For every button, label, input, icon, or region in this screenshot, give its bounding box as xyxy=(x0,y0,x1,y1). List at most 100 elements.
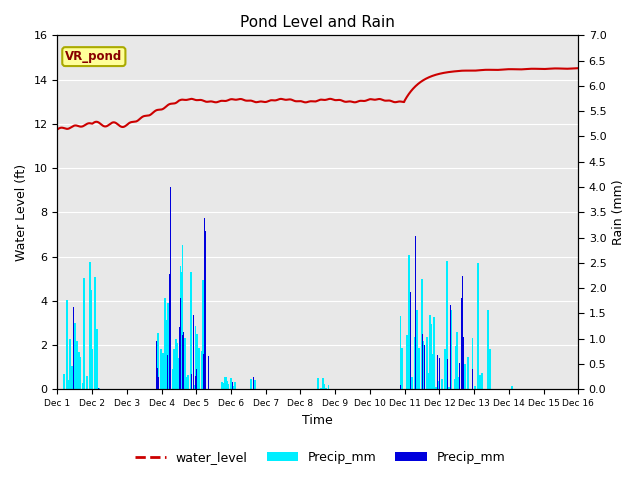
Bar xyxy=(177,343,178,389)
Bar xyxy=(487,310,489,389)
Bar xyxy=(419,348,420,389)
Y-axis label: Rain (mm): Rain (mm) xyxy=(612,180,625,245)
Bar xyxy=(63,374,65,389)
Bar xyxy=(70,388,72,389)
Bar xyxy=(170,197,172,389)
Bar xyxy=(163,353,164,389)
Bar xyxy=(68,380,70,389)
Bar xyxy=(429,354,431,389)
Bar xyxy=(424,359,426,389)
Bar xyxy=(95,383,97,389)
Bar xyxy=(221,382,223,389)
Bar xyxy=(94,276,96,389)
Bar xyxy=(164,299,166,389)
Bar xyxy=(177,368,179,389)
Bar xyxy=(73,340,74,389)
Bar xyxy=(157,334,159,389)
Bar xyxy=(446,377,448,389)
Bar xyxy=(461,355,463,389)
Bar xyxy=(447,261,448,389)
Bar xyxy=(450,376,451,389)
Bar xyxy=(76,375,77,389)
Bar xyxy=(77,360,79,389)
Bar xyxy=(410,342,412,389)
Bar xyxy=(320,388,322,389)
Bar xyxy=(399,316,401,389)
Bar xyxy=(423,387,425,389)
Bar xyxy=(156,358,158,389)
Bar xyxy=(66,300,68,389)
Bar xyxy=(182,345,184,389)
Bar xyxy=(411,377,413,389)
Bar xyxy=(232,385,234,389)
Bar xyxy=(202,280,204,389)
Bar xyxy=(328,385,330,389)
Bar xyxy=(323,384,324,389)
Bar xyxy=(184,338,186,389)
Bar xyxy=(89,263,91,389)
Bar xyxy=(194,385,196,389)
Bar xyxy=(452,388,454,389)
Bar xyxy=(160,349,162,389)
Bar xyxy=(414,337,416,389)
Bar xyxy=(90,290,92,389)
Bar xyxy=(481,383,483,389)
Bar xyxy=(467,357,468,389)
Bar xyxy=(436,387,438,389)
Bar xyxy=(455,346,457,389)
Bar xyxy=(82,383,84,389)
Bar xyxy=(231,384,233,389)
Bar xyxy=(227,384,229,389)
Bar xyxy=(73,330,75,389)
Bar xyxy=(462,359,464,389)
Bar xyxy=(91,348,93,389)
Bar xyxy=(188,375,189,389)
Bar xyxy=(415,327,417,389)
Bar xyxy=(223,383,225,389)
Bar xyxy=(447,387,449,389)
Bar xyxy=(421,384,423,389)
Bar xyxy=(406,336,408,389)
Bar xyxy=(176,350,178,389)
Bar xyxy=(205,361,206,389)
Text: VR_pond: VR_pond xyxy=(65,50,122,63)
Bar xyxy=(426,336,428,389)
Bar xyxy=(98,388,99,389)
Bar xyxy=(182,372,184,389)
Legend: water_level, Precip_mm, Precip_mm: water_level, Precip_mm, Precip_mm xyxy=(130,446,510,469)
Bar xyxy=(442,379,443,389)
Bar xyxy=(511,387,513,389)
Bar xyxy=(196,334,198,389)
Bar xyxy=(180,266,181,389)
Bar xyxy=(317,378,319,389)
Bar xyxy=(401,348,403,389)
Bar xyxy=(195,326,196,389)
Bar xyxy=(409,336,411,389)
Bar xyxy=(324,387,326,389)
Bar xyxy=(479,375,481,389)
Bar xyxy=(197,376,199,389)
Bar xyxy=(431,354,433,389)
Bar xyxy=(224,377,226,389)
Bar xyxy=(193,374,195,389)
X-axis label: Time: Time xyxy=(303,414,333,427)
Bar xyxy=(461,367,463,389)
Bar xyxy=(464,364,466,389)
Bar xyxy=(428,373,429,389)
Bar xyxy=(444,349,445,389)
Bar xyxy=(253,384,254,389)
Bar xyxy=(179,358,180,389)
Bar xyxy=(437,381,439,389)
Bar xyxy=(157,334,159,389)
Bar xyxy=(230,378,232,389)
Bar xyxy=(156,388,157,389)
Bar xyxy=(461,376,462,389)
Bar xyxy=(456,332,458,389)
Bar xyxy=(161,384,163,389)
Bar xyxy=(408,255,410,389)
Bar xyxy=(474,385,476,389)
Bar xyxy=(415,380,417,389)
Bar xyxy=(180,272,182,389)
Bar xyxy=(416,311,418,389)
Bar xyxy=(167,303,169,389)
